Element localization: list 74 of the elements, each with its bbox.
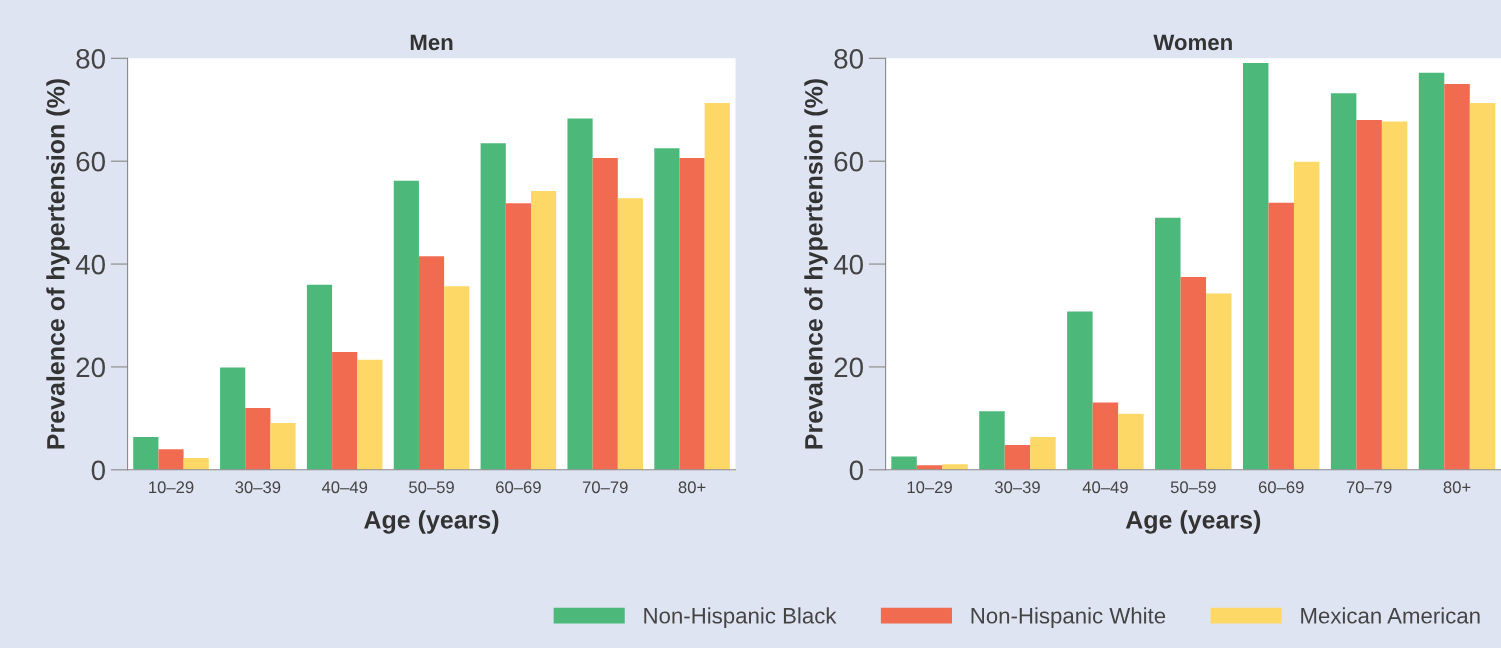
bar <box>270 422 296 470</box>
bar <box>1092 402 1119 470</box>
bar <box>979 411 1005 470</box>
bar <box>306 284 333 470</box>
bar <box>1418 72 1445 470</box>
y-tick-label: 40 <box>75 254 105 275</box>
x-tick-label: 30–39 <box>235 481 281 494</box>
x-tick-label: 10–29 <box>907 481 952 494</box>
y-tick-label: 20 <box>76 357 105 378</box>
bar <box>704 103 730 470</box>
bar <box>1381 121 1408 470</box>
bar <box>1356 120 1382 470</box>
x-tick-label: 80+ <box>1443 481 1471 494</box>
bar <box>1067 311 1093 470</box>
bar <box>505 203 531 470</box>
chart-title: Women <box>1153 34 1232 51</box>
x-axis-title: Age (years) <box>364 510 499 534</box>
bar <box>332 352 358 470</box>
bar <box>1293 161 1320 470</box>
y-tick-label: 0 <box>849 460 863 481</box>
legend-label: Non-Hispanic White <box>971 607 1166 628</box>
bar <box>1268 202 1294 470</box>
bar <box>480 143 506 470</box>
y-tick-label: 60 <box>834 151 863 172</box>
bar <box>1444 84 1470 470</box>
y-tick-label: 80 <box>76 48 105 69</box>
x-tick-label: 60–69 <box>1258 481 1304 494</box>
x-tick-label: 70–79 <box>582 481 628 494</box>
x-tick-label: 70–79 <box>1346 481 1392 494</box>
bar <box>942 464 968 470</box>
x-tick-label: 50–59 <box>1170 481 1216 494</box>
x-tick-label: 80+ <box>678 481 706 494</box>
bar <box>1180 276 1207 470</box>
x-tick-label: 50–59 <box>409 481 454 494</box>
bar <box>183 457 209 470</box>
y-tick-label: 20 <box>834 357 863 378</box>
bar <box>654 148 680 470</box>
y-tick-label: 0 <box>91 460 105 481</box>
bar <box>393 180 419 470</box>
y-axis-title: Prevalence of hypertension (%) <box>46 79 70 449</box>
y-axis-title: Prevalence of hypertension (%) <box>804 79 828 449</box>
bar <box>158 449 184 470</box>
bar <box>1155 217 1181 470</box>
bar <box>1004 445 1031 470</box>
x-tick-label: 60–69 <box>496 481 541 494</box>
y-tick-label: 80 <box>834 48 863 69</box>
chart-title: Men <box>410 34 453 51</box>
bar <box>592 158 618 470</box>
y-tick-label: 60 <box>76 151 105 172</box>
bar <box>220 367 246 470</box>
bar <box>891 456 917 470</box>
x-axis-title: Age (years) <box>1125 510 1261 534</box>
bar <box>357 359 383 470</box>
bar <box>133 436 159 470</box>
x-tick-label: 10–29 <box>149 481 194 494</box>
bar <box>1330 93 1357 470</box>
bar <box>444 286 470 470</box>
legend-label: Mexican American <box>1301 607 1480 624</box>
x-tick-label: 40–49 <box>321 481 368 494</box>
bar <box>1469 103 1496 470</box>
x-tick-label: 40–49 <box>1082 481 1128 494</box>
bar <box>1242 62 1269 470</box>
bar <box>567 118 593 470</box>
bar <box>679 158 705 470</box>
bar <box>245 408 271 470</box>
bar <box>1206 293 1232 470</box>
legend-label: Non-Hispanic Black <box>644 607 837 628</box>
y-tick-label: 40 <box>833 254 863 275</box>
bar <box>530 191 557 470</box>
bar <box>1030 436 1056 470</box>
bar <box>617 198 643 470</box>
bar <box>418 256 445 470</box>
bar <box>1118 413 1144 470</box>
x-tick-label: 30–39 <box>994 481 1040 494</box>
